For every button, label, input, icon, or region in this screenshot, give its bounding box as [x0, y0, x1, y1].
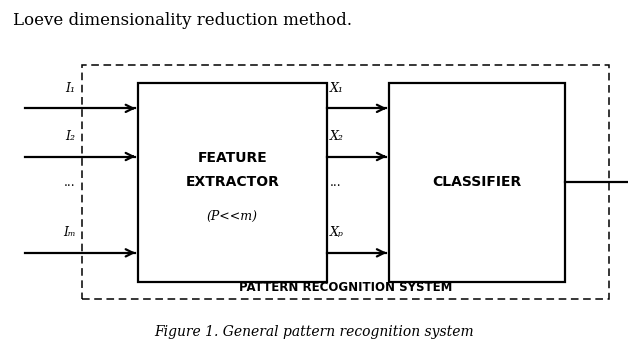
- Text: PATTERN RECOGNITION SYSTEM: PATTERN RECOGNITION SYSTEM: [239, 281, 452, 294]
- Text: Xₚ: Xₚ: [330, 226, 344, 239]
- Text: X₁: X₁: [330, 82, 344, 95]
- Text: ...: ...: [330, 176, 342, 189]
- Text: Figure 1. General pattern recognition system: Figure 1. General pattern recognition sy…: [154, 325, 474, 339]
- Text: I₁: I₁: [65, 82, 75, 95]
- Bar: [389, 83, 565, 282]
- Text: I₂: I₂: [65, 130, 75, 143]
- Text: CLASSIFIER: CLASSIFIER: [433, 175, 522, 189]
- Text: Iₘ: Iₘ: [63, 226, 75, 239]
- Text: ...: ...: [63, 176, 75, 189]
- Text: EXTRACTOR: EXTRACTOR: [185, 175, 279, 189]
- Bar: [82, 65, 609, 299]
- Bar: [138, 83, 327, 282]
- Text: X₂: X₂: [330, 130, 344, 143]
- Text: Loeve dimensionality reduction method.: Loeve dimensionality reduction method.: [13, 12, 352, 29]
- Text: FEATURE: FEATURE: [197, 151, 268, 165]
- Text: (P<<m): (P<<m): [207, 210, 258, 223]
